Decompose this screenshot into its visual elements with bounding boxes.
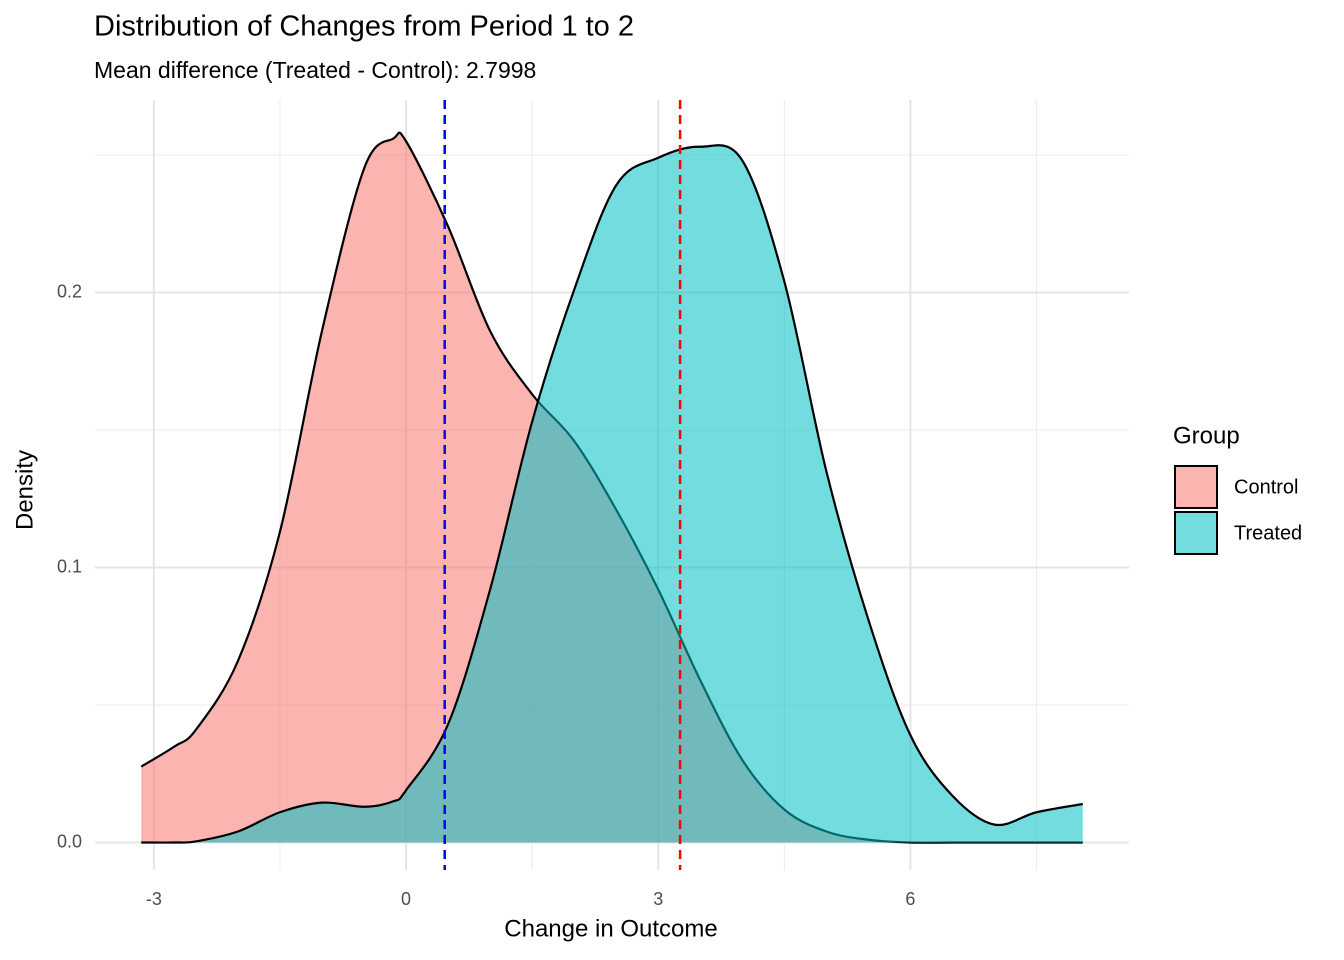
y-tick-label: 0.1 (57, 556, 82, 576)
legend-title: Group (1173, 422, 1240, 449)
x-tick-label: 3 (653, 889, 663, 909)
chart-subtitle: Mean difference (Treated - Control): 2.7… (94, 57, 536, 83)
density-area (141, 132, 1083, 843)
y-tick-label: 0.0 (57, 831, 82, 851)
x-tick-label: 0 (401, 889, 411, 909)
density-line (141, 144, 1083, 844)
y-axis-label: Density (11, 450, 38, 530)
x-tick-label: -3 (146, 889, 162, 909)
legend-swatch (1174, 465, 1218, 509)
legend-label: Treated (1234, 522, 1302, 544)
x-axis-label: Change in Outcome (504, 915, 717, 942)
chart-title: Distribution of Changes from Period 1 to… (94, 11, 634, 43)
x-tick-label: 6 (905, 889, 915, 909)
density-area (141, 145, 1083, 843)
legend-label: Control (1234, 476, 1298, 498)
y-tick-label: 0.2 (57, 281, 82, 301)
legend-swatch (1174, 511, 1218, 555)
